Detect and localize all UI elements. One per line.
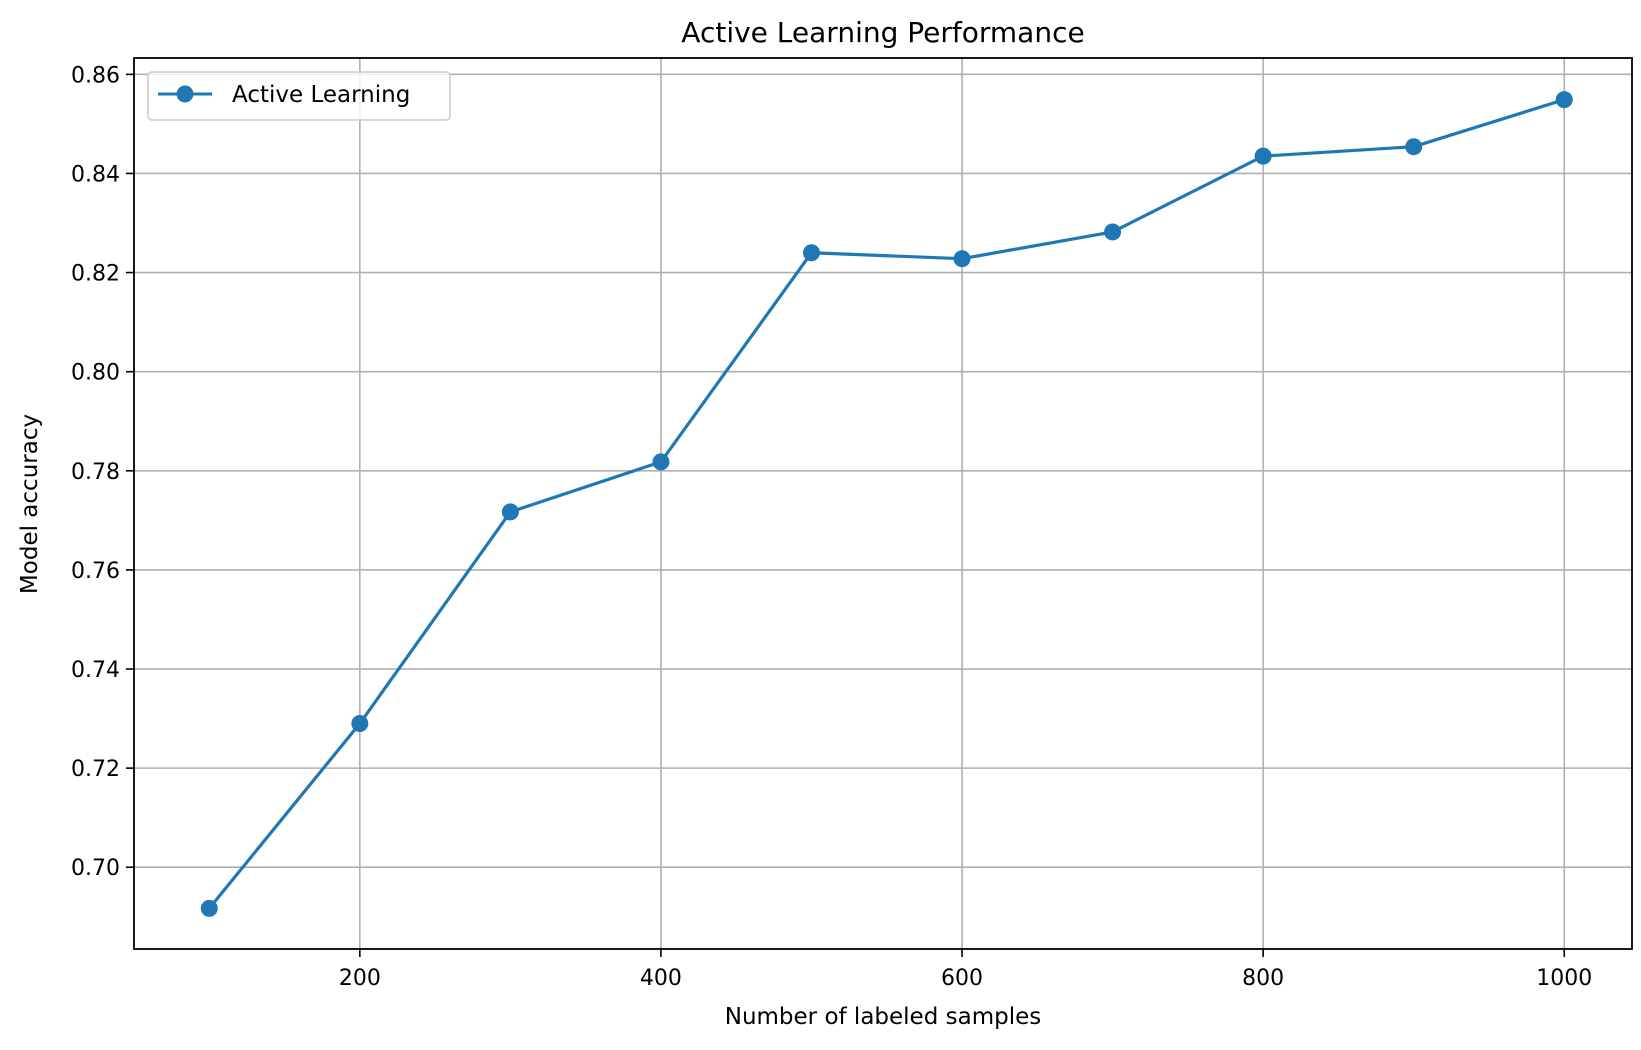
legend-label: Active Learning bbox=[232, 82, 410, 108]
series-layer bbox=[200, 91, 1573, 917]
x-tick-label: 200 bbox=[339, 966, 381, 991]
x-tick-label: 600 bbox=[941, 966, 983, 991]
y-tick-label: 0.70 bbox=[71, 856, 120, 881]
x-tick-label: 1000 bbox=[1536, 966, 1592, 991]
data-point bbox=[200, 899, 218, 917]
grid-layer bbox=[134, 58, 1632, 949]
chart-title: Active Learning Performance bbox=[681, 16, 1084, 49]
data-point bbox=[953, 250, 971, 268]
axes-layer bbox=[133, 57, 1633, 950]
y-tick-label: 0.84 bbox=[71, 162, 120, 187]
y-tick-label: 0.80 bbox=[71, 361, 120, 386]
plot-area-frame bbox=[133, 57, 1633, 950]
data-point bbox=[351, 715, 369, 733]
data-point bbox=[652, 453, 670, 471]
data-point bbox=[1254, 147, 1272, 165]
x-axis-title: Number of labeled samples bbox=[725, 1004, 1041, 1030]
x-tick-label: 400 bbox=[640, 966, 682, 991]
y-tick-label: 0.72 bbox=[71, 757, 120, 782]
data-point bbox=[1104, 223, 1122, 241]
data-point bbox=[1405, 138, 1423, 156]
y-axis-title: Model accuracy bbox=[17, 414, 43, 594]
legend-marker-swatch bbox=[176, 85, 194, 103]
data-point bbox=[501, 503, 519, 521]
ticks-layer: 200 400 600 800 1000 0.70 0.72 0.74 0.76 0.78 0.80… bbox=[71, 63, 1592, 991]
y-tick-label: 0.74 bbox=[71, 658, 120, 683]
y-tick-label: 0.78 bbox=[71, 460, 120, 485]
y-tick-label: 0.76 bbox=[71, 559, 120, 584]
y-tick-label: 0.86 bbox=[71, 63, 120, 88]
data-point bbox=[802, 244, 820, 262]
x-tick-label: 800 bbox=[1242, 966, 1284, 991]
series-line-0 bbox=[207, 98, 1566, 910]
y-tick-label: 0.82 bbox=[71, 262, 120, 287]
legend: Active Learning bbox=[147, 71, 451, 121]
data-point bbox=[1555, 91, 1573, 109]
legend-box bbox=[147, 71, 451, 121]
